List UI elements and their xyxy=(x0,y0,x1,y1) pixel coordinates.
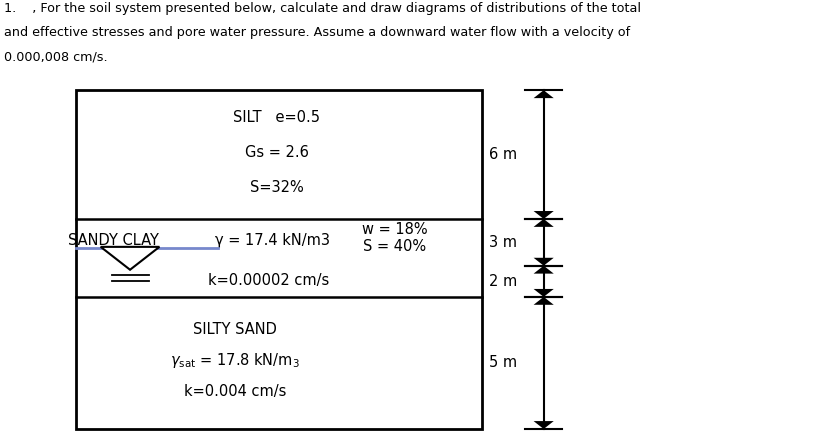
Text: 6 m: 6 m xyxy=(489,147,518,162)
Text: 0.000,008 cm/s.: 0.000,008 cm/s. xyxy=(4,51,108,64)
Text: SILT   e=0.5: SILT e=0.5 xyxy=(233,110,320,125)
Text: S = 40%: S = 40% xyxy=(362,239,426,254)
Text: k=0.00002 cm/s: k=0.00002 cm/s xyxy=(208,273,329,288)
Polygon shape xyxy=(534,297,554,305)
Polygon shape xyxy=(534,90,554,98)
Text: γ = 17.4 kN/m3: γ = 17.4 kN/m3 xyxy=(215,233,331,248)
Polygon shape xyxy=(534,289,554,297)
Text: SILTY SAND: SILTY SAND xyxy=(193,323,277,337)
Polygon shape xyxy=(101,247,159,270)
Text: w = 18%: w = 18% xyxy=(362,222,427,237)
Text: 3 m: 3 m xyxy=(489,235,518,250)
Text: SANDY CLAY: SANDY CLAY xyxy=(68,233,159,248)
Bar xyxy=(76,90,482,429)
Text: S=32%: S=32% xyxy=(250,180,304,195)
Text: 1.    , For the soil system presented below, calculate and draw diagrams of dist: 1. , For the soil system presented below… xyxy=(4,2,641,15)
Polygon shape xyxy=(534,219,554,227)
Text: 5 m: 5 m xyxy=(489,356,518,370)
Polygon shape xyxy=(534,421,554,429)
Polygon shape xyxy=(534,258,554,266)
Text: $\gamma$$_{\rm sat}$ = 17.8 kN/m$_3$: $\gamma$$_{\rm sat}$ = 17.8 kN/m$_3$ xyxy=(170,351,300,370)
Text: 2 m: 2 m xyxy=(489,274,518,289)
Text: and effective stresses and pore water pressure. Assume a downward water flow wit: and effective stresses and pore water pr… xyxy=(4,26,630,40)
Polygon shape xyxy=(534,211,554,219)
Text: Gs = 2.6: Gs = 2.6 xyxy=(245,145,309,160)
Polygon shape xyxy=(534,266,554,274)
Text: k=0.004 cm/s: k=0.004 cm/s xyxy=(184,384,286,399)
